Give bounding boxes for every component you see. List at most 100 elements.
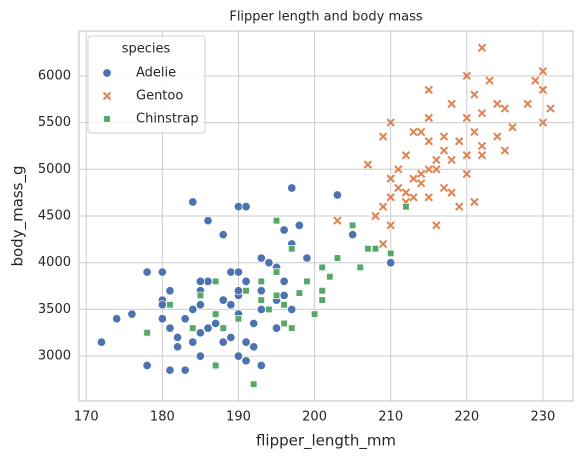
chart-title: Flipper length and body mass	[229, 10, 423, 25]
x-tick-label: 210	[378, 410, 403, 425]
point	[500, 104, 510, 113]
point	[477, 151, 487, 160]
point	[233, 286, 244, 296]
point	[424, 165, 433, 174]
point	[387, 249, 395, 258]
point	[112, 314, 122, 324]
point	[287, 183, 297, 193]
point	[378, 202, 388, 211]
legend-label: Adelie	[136, 66, 176, 81]
x-tick-label: 170	[74, 410, 99, 425]
point	[165, 286, 175, 296]
point	[364, 245, 372, 253]
point	[386, 174, 395, 183]
legend-label: Gentoo	[136, 89, 183, 104]
point	[326, 273, 334, 281]
point	[279, 276, 289, 286]
point	[470, 197, 479, 207]
legend: species Adelie Gentoo Chinstrap	[87, 35, 206, 134]
point	[409, 174, 418, 183]
legend-marker	[102, 68, 112, 78]
point	[439, 146, 449, 155]
point	[180, 314, 190, 324]
point	[280, 319, 288, 328]
point	[523, 99, 532, 109]
y-tick-label: 5000	[38, 162, 71, 177]
point	[394, 183, 403, 193]
point	[241, 356, 251, 366]
point	[318, 296, 326, 304]
point	[219, 324, 227, 332]
point	[249, 342, 259, 352]
point	[189, 324, 197, 332]
point	[272, 291, 281, 300]
legend-title: species	[122, 42, 171, 57]
point	[500, 146, 510, 155]
y-tick-label: 3500	[38, 302, 71, 317]
point	[211, 318, 221, 328]
point	[333, 254, 342, 262]
point	[348, 221, 357, 229]
point	[196, 291, 205, 300]
point	[211, 277, 220, 286]
point	[394, 165, 403, 174]
point	[363, 160, 373, 169]
x-tick-label: 180	[150, 410, 175, 425]
point	[234, 315, 243, 323]
point	[432, 221, 441, 230]
point	[288, 324, 296, 332]
point	[203, 216, 213, 226]
point	[386, 118, 395, 127]
legend-marker	[102, 91, 112, 101]
y-tick-label: 6000	[38, 68, 71, 83]
point	[218, 295, 228, 305]
point	[279, 290, 289, 300]
point	[226, 267, 236, 277]
point	[424, 193, 433, 202]
point	[386, 221, 395, 230]
point	[241, 276, 251, 286]
point	[371, 211, 380, 221]
point	[195, 328, 205, 338]
point	[462, 169, 472, 179]
point	[424, 137, 433, 146]
point	[538, 118, 548, 127]
point	[127, 309, 137, 319]
point	[241, 202, 251, 212]
point	[462, 71, 472, 81]
point	[401, 151, 411, 160]
point	[256, 286, 266, 296]
point	[439, 183, 449, 193]
point	[508, 123, 517, 132]
point	[195, 300, 205, 310]
point	[233, 351, 244, 361]
point	[157, 314, 167, 324]
point	[188, 337, 198, 347]
point	[538, 85, 548, 95]
x-tick-label: 200	[302, 410, 327, 425]
point	[470, 90, 479, 99]
point	[333, 216, 342, 225]
point	[165, 323, 175, 333]
point	[242, 287, 250, 295]
point	[318, 263, 326, 272]
point	[302, 253, 312, 263]
point	[386, 258, 396, 268]
y-axis-label: body_mass_g	[9, 165, 28, 266]
point	[272, 268, 281, 276]
point	[188, 304, 198, 314]
point	[477, 43, 487, 53]
point	[233, 267, 244, 277]
point	[356, 263, 364, 272]
point	[279, 225, 289, 235]
x-tick-label: 190	[226, 410, 251, 425]
point	[264, 258, 274, 268]
point	[454, 202, 464, 211]
point	[416, 169, 426, 179]
plot-frame	[78, 30, 574, 402]
point	[432, 155, 441, 165]
point	[424, 85, 433, 95]
point	[470, 127, 479, 137]
point	[250, 380, 258, 388]
